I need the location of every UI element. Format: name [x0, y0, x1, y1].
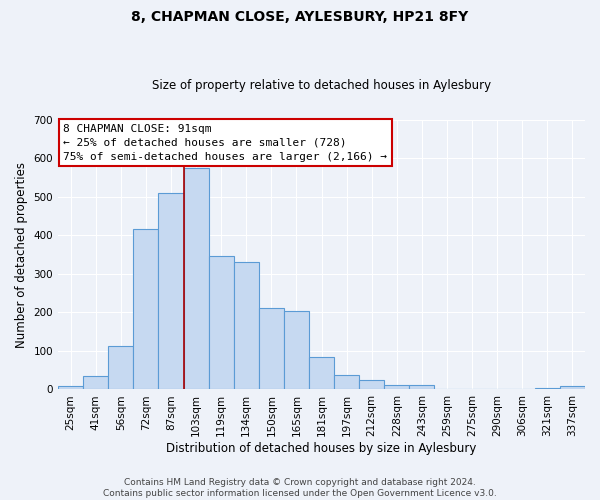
- Bar: [409, 385, 434, 390]
- Bar: [334, 375, 359, 390]
- X-axis label: Distribution of detached houses by size in Aylesbury: Distribution of detached houses by size …: [166, 442, 477, 455]
- Bar: [384, 385, 409, 390]
- Text: Contains HM Land Registry data © Crown copyright and database right 2024.
Contai: Contains HM Land Registry data © Crown c…: [103, 478, 497, 498]
- Bar: [108, 346, 133, 390]
- Y-axis label: Number of detached properties: Number of detached properties: [15, 162, 28, 348]
- Bar: [535, 388, 560, 390]
- Bar: [233, 262, 259, 390]
- Bar: [83, 376, 108, 390]
- Bar: [158, 193, 184, 390]
- Text: 8, CHAPMAN CLOSE, AYLESBURY, HP21 8FY: 8, CHAPMAN CLOSE, AYLESBURY, HP21 8FY: [131, 10, 469, 24]
- Bar: [259, 308, 284, 390]
- Bar: [184, 168, 209, 390]
- Text: 8 CHAPMAN CLOSE: 91sqm
← 25% of detached houses are smaller (728)
75% of semi-de: 8 CHAPMAN CLOSE: 91sqm ← 25% of detached…: [64, 124, 388, 162]
- Title: Size of property relative to detached houses in Aylesbury: Size of property relative to detached ho…: [152, 79, 491, 92]
- Bar: [133, 228, 158, 390]
- Bar: [309, 358, 334, 390]
- Bar: [284, 311, 309, 390]
- Bar: [359, 380, 384, 390]
- Bar: [58, 386, 83, 390]
- Bar: [560, 386, 585, 390]
- Bar: [209, 256, 233, 390]
